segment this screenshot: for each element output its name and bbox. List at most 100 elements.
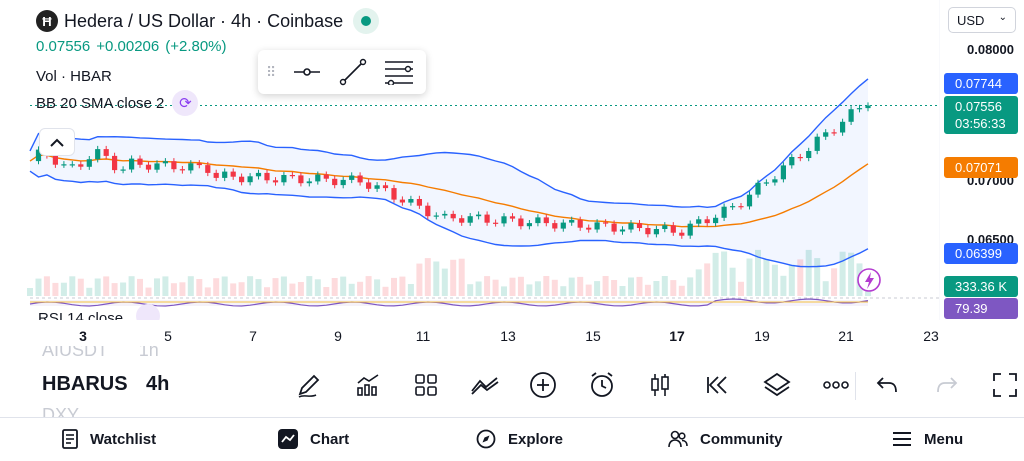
nav-divider: [0, 417, 1024, 418]
nav-menu[interactable]: Menu: [892, 419, 963, 459]
draw-button[interactable]: [280, 365, 339, 405]
volume-bar: [780, 275, 787, 296]
candle-body: [526, 223, 532, 227]
last-price-tag: 0.07556 03:56:33: [944, 96, 1018, 134]
chart-type-button[interactable]: [631, 365, 690, 405]
collapse-legend-button[interactable]: [39, 128, 75, 156]
more-button[interactable]: [807, 365, 866, 405]
candle-body: [780, 165, 786, 180]
candle-body: [391, 188, 397, 200]
bar-countdown: 03:56:33: [955, 116, 1006, 131]
market-status-icon[interactable]: [353, 8, 380, 34]
candle-body: [738, 206, 744, 208]
volume-bar: [611, 280, 618, 296]
candle-body: [670, 225, 676, 233]
rsi-background: [30, 300, 868, 306]
volume-bar: [551, 279, 558, 296]
volume-bar: [577, 276, 584, 296]
layers-button[interactable]: [748, 365, 807, 405]
volume-bar: [738, 281, 744, 296]
nav-menu-label: Menu: [924, 430, 964, 448]
candle-body: [416, 199, 422, 206]
candle-body: [69, 164, 75, 166]
volume-bar: [60, 282, 67, 296]
volume-bar: [111, 283, 118, 296]
volume-bar: [670, 280, 677, 296]
add-button[interactable]: [514, 365, 573, 405]
candle-body: [222, 171, 228, 178]
nav-explore[interactable]: Explore: [476, 419, 563, 459]
date-tick: 19: [754, 328, 770, 344]
fullscreen-button[interactable]: [985, 365, 1024, 405]
nav-chart[interactable]: Chart: [278, 419, 349, 459]
nav-community-label: Community: [700, 430, 783, 448]
volume-bar: [771, 264, 778, 296]
volume-tag: 333.36 K: [944, 276, 1018, 297]
indicators-button[interactable]: [339, 365, 398, 405]
date-tick: 7: [249, 328, 257, 344]
replay-button[interactable]: [690, 365, 749, 405]
candle-body: [831, 132, 837, 134]
drag-handle-icon[interactable]: ⠿: [266, 63, 278, 80]
candle-body: [433, 215, 439, 217]
layout-button[interactable]: [397, 365, 456, 405]
date-tick: 17: [669, 328, 685, 344]
volume-bar: [399, 276, 406, 296]
candle-body: [112, 155, 118, 171]
candle-body: [239, 176, 245, 183]
candle-body: [230, 171, 236, 177]
candle-body: [255, 172, 262, 177]
nav-community[interactable]: Community: [668, 419, 783, 459]
fib-tool[interactable]: [376, 52, 422, 92]
candle-body: [61, 164, 67, 166]
currency-select[interactable]: USD ⌄: [948, 7, 1016, 33]
volume-bar: [170, 283, 177, 296]
horizontal-line-tool[interactable]: [284, 52, 330, 92]
bb-basis-line: [29, 154, 869, 228]
candle-body: [577, 219, 583, 228]
date-tick: 21: [838, 328, 854, 344]
candle-body: [721, 206, 727, 218]
candle-body: [366, 182, 372, 189]
draw-icon: [298, 374, 320, 398]
bb-indicator-label[interactable]: BB 20 SMA close 2 ⟳: [36, 90, 379, 116]
volume-bar: [729, 267, 736, 296]
volume-bar: [704, 263, 711, 296]
nav-watchlist[interactable]: Watchlist: [62, 419, 156, 459]
candle-body: [763, 182, 769, 184]
undo-icon: [876, 377, 897, 393]
candle-body: [603, 222, 609, 224]
compare-button[interactable]: [456, 365, 515, 405]
candle-body: [129, 158, 135, 170]
volume-bar: [187, 276, 194, 296]
watchlist-next-item[interactable]: DXY 1D: [42, 402, 79, 418]
rsi-indicator-label[interactable]: RSI 14 close: [38, 308, 123, 320]
candle-body: [35, 149, 42, 162]
trend-line-tool[interactable]: [330, 52, 376, 92]
candle-body: [848, 109, 854, 122]
sync-icon[interactable]: ⟳: [172, 90, 199, 116]
undo-button[interactable]: [867, 365, 907, 405]
alert-icon: [590, 372, 613, 397]
candle-body: [450, 213, 456, 219]
volume-bar: [382, 286, 389, 296]
candle-body: [289, 175, 295, 177]
volume-bar: [467, 284, 474, 296]
redo-button[interactable]: [927, 365, 967, 405]
candle-body: [730, 206, 736, 208]
watchlist-current-item[interactable]: HBARUS 4h: [42, 373, 262, 396]
alert-button[interactable]: [573, 365, 632, 405]
prev-interval: 1h: [138, 346, 159, 360]
volume-indicator-label[interactable]: Vol · HBAR: [36, 65, 379, 87]
volume-bar: [145, 287, 152, 296]
symbol-title[interactable]: Hedera / US Dollar · 4h · Coinbase: [64, 10, 344, 31]
candle-body: [154, 163, 160, 170]
candle-body: [408, 199, 414, 203]
candle-body: [569, 219, 575, 223]
watchlist-prev-item[interactable]: AIUSDT 1h: [42, 346, 159, 362]
volume-bar: [272, 278, 279, 296]
candle-body: [425, 205, 431, 217]
candle-body: [315, 174, 321, 182]
volume-bar: [475, 281, 482, 296]
trend-line-icon: [339, 58, 367, 86]
